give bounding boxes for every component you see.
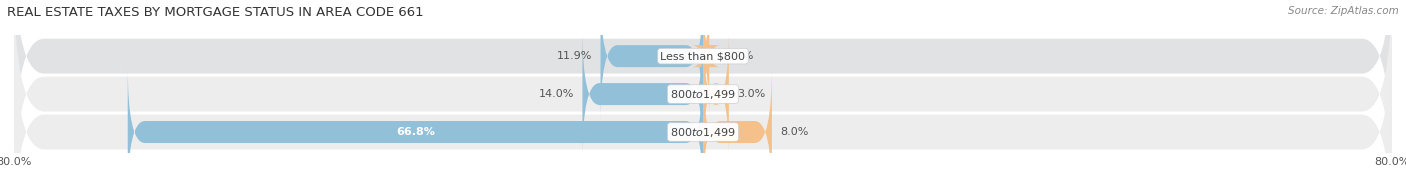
FancyBboxPatch shape: [14, 0, 1392, 196]
Text: 3.0%: 3.0%: [738, 89, 766, 99]
Text: 8.0%: 8.0%: [780, 127, 808, 137]
FancyBboxPatch shape: [600, 0, 703, 121]
FancyBboxPatch shape: [582, 29, 703, 159]
FancyBboxPatch shape: [703, 67, 772, 196]
Text: 11.9%: 11.9%: [557, 51, 592, 61]
Text: $800 to $1,499: $800 to $1,499: [671, 88, 735, 101]
Text: 0.73%: 0.73%: [718, 51, 754, 61]
Text: 14.0%: 14.0%: [538, 89, 574, 99]
Text: Source: ZipAtlas.com: Source: ZipAtlas.com: [1288, 6, 1399, 16]
FancyBboxPatch shape: [692, 0, 720, 121]
FancyBboxPatch shape: [14, 0, 1392, 172]
Text: $800 to $1,499: $800 to $1,499: [671, 125, 735, 139]
Text: Less than $800: Less than $800: [661, 51, 745, 61]
Text: 66.8%: 66.8%: [396, 127, 434, 137]
Text: REAL ESTATE TAXES BY MORTGAGE STATUS IN AREA CODE 661: REAL ESTATE TAXES BY MORTGAGE STATUS IN …: [7, 6, 423, 19]
FancyBboxPatch shape: [703, 29, 728, 159]
FancyBboxPatch shape: [14, 17, 1392, 196]
FancyBboxPatch shape: [128, 67, 703, 196]
